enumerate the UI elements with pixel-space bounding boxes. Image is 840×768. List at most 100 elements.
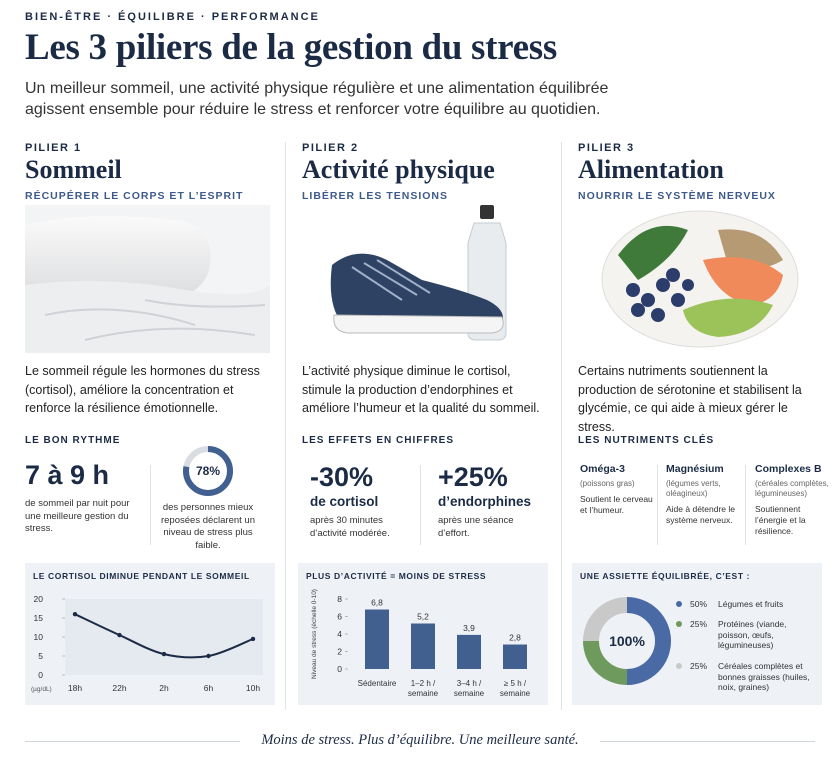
nutrient-source: (poissons gras) xyxy=(580,479,635,488)
sole xyxy=(333,314,504,334)
stat-note: après une séance d’effort. xyxy=(438,515,514,539)
stat-label: d’endorphines xyxy=(438,494,532,509)
nutrient-text: Aide à détendre le système nerveux. xyxy=(666,504,735,525)
bottle-cap xyxy=(480,205,494,219)
pillar-text: Le sommeil régule les hormones du stress… xyxy=(25,364,260,415)
footer-rule xyxy=(600,741,815,742)
chart-title: PLUS D’ACTIVITÉ = MOINS DE STRESS xyxy=(306,571,486,581)
y-tick-label: 5 xyxy=(38,651,43,661)
point xyxy=(72,612,78,617)
pie-chart-box: UNE ASSIETTE ÉQUILIBRÉE, C’EST : 100% 50% L… xyxy=(572,563,822,705)
plot-area xyxy=(65,599,263,675)
divider xyxy=(420,465,421,545)
nutrient: Oméga-3 (poissons gras) Soutient le cerv… xyxy=(580,463,656,516)
pillar-tagline: NOURRIR LE SYSTÈME NERVEUX xyxy=(578,190,776,202)
pillar-label: PILIER 3 xyxy=(578,142,635,154)
slice xyxy=(583,640,628,685)
bar xyxy=(411,623,435,669)
nutrient-name: Oméga-3 xyxy=(580,463,625,475)
point xyxy=(161,651,167,657)
laces xyxy=(351,259,431,301)
slice xyxy=(626,597,671,685)
divider xyxy=(745,465,746,545)
y-tick-label: 20 xyxy=(34,594,44,604)
bar xyxy=(503,644,527,669)
ring-value xyxy=(183,446,233,496)
footer: Moins de stress. Plus d’équilibre. Une m… xyxy=(261,732,579,748)
point xyxy=(206,653,211,659)
ring-text: des personnes mieux reposées déclarent u… xyxy=(160,502,255,551)
line-chart-box: LE CORTISOL DIMINUE PENDANT LE SOMMEIL 0 5… xyxy=(25,563,275,705)
y-tick-label: 2 xyxy=(337,647,342,657)
pillar-label: PILIER 1 xyxy=(25,142,82,154)
legend-swatch xyxy=(676,663,682,669)
x-tick-label: 3–4 h / semaine xyxy=(453,679,485,698)
x-tick-label: 10h xyxy=(246,683,260,693)
stat-label: de cortisol xyxy=(310,494,379,509)
legend-value: 25% xyxy=(690,661,708,671)
legend-swatch xyxy=(676,601,682,607)
pillar-name: Sommeil xyxy=(25,155,122,184)
ring-label: 78% xyxy=(196,464,220,478)
stat-value: -30% xyxy=(310,462,374,492)
nutrient-source: (légumes verts, oléagineux) xyxy=(666,479,721,498)
sport-illustration xyxy=(330,205,507,341)
chart-title: LE CORTISOL DIMINUE PENDANT LE SOMMEIL xyxy=(33,571,250,581)
greens xyxy=(618,225,688,280)
legend-label: Légumes et fruits xyxy=(718,599,784,609)
pillar-tagline: RÉCUPÉRER LE CORPS ET L’ESPRIT xyxy=(25,190,244,202)
nutrient-text: Soutiennent l’énergie et la résilience. xyxy=(755,504,806,536)
stat-value: +25% xyxy=(438,462,508,492)
pillar-name: Alimentation xyxy=(578,155,724,184)
bowl-illustration xyxy=(601,210,799,348)
pillar-label: PILIER 2 xyxy=(302,142,359,154)
stat-text: de sommeil par nuit pour une meilleure g… xyxy=(25,498,130,534)
legend-value: 50% xyxy=(690,599,708,609)
bed-illustration xyxy=(25,205,270,353)
legend-label: Céréales complètes et bonnes graisses (h… xyxy=(718,661,810,692)
bar-chart-box: PLUS D’ACTIVITÉ = MOINS DE STRESS Niveau … xyxy=(298,563,548,705)
duvet xyxy=(25,281,270,353)
value-label: 6,8 xyxy=(371,598,383,608)
legend-label: Protéines (viande, poisson, œufs, légumi… xyxy=(718,619,787,650)
point xyxy=(117,632,122,638)
nutrient: Complexes B (céréales complètes, légumin… xyxy=(755,463,831,537)
stat-note: après 30 minutes d’activité modérée. xyxy=(310,515,390,539)
slice xyxy=(583,597,628,642)
folds xyxy=(44,299,266,341)
nutrient-source: (céréales complètes, légumineuses) xyxy=(755,479,829,498)
divider xyxy=(657,465,658,545)
section-title: LE BON RYTHME xyxy=(25,435,121,446)
x-tick-label: ≥ 5 h / semaine xyxy=(499,679,531,698)
ring-chart: 78% xyxy=(183,446,233,496)
salmon xyxy=(703,257,783,305)
column-divider xyxy=(561,142,562,710)
shoe xyxy=(330,253,503,323)
y-tick-label: 8 xyxy=(337,594,342,604)
chart-svg: LE CORTISOL DIMINUE PENDANT LE SOMMEIL 0 5… xyxy=(31,571,263,693)
x-tick-label: 22h xyxy=(112,683,126,693)
point xyxy=(250,636,256,642)
blueberries xyxy=(626,268,694,322)
pillar-tagline: LIBÉRER LES TENSIONS xyxy=(302,190,449,202)
x-tick-label: 6h xyxy=(204,683,214,693)
chart-svg: PLUS D’ACTIVITÉ = MOINS DE STRESS Niveau … xyxy=(306,571,527,679)
footer-rule xyxy=(25,741,240,742)
legend-value: 25% xyxy=(690,619,708,629)
legend-swatch xyxy=(676,621,682,627)
bar xyxy=(457,634,481,669)
title: Les 3 piliers de la gestion du stress xyxy=(25,27,557,68)
nutrient-name: Magnésium xyxy=(666,463,724,475)
avocado xyxy=(683,298,773,337)
nutrient-name: Complexes B xyxy=(755,463,822,475)
x-tick-label: 18h xyxy=(68,683,82,693)
subtitle: Un meilleur sommeil, une activité physiq… xyxy=(25,80,609,118)
kicker: BIEN-ÊTRE · ÉQUILIBRE · PERFORMANCE xyxy=(25,11,320,23)
x-tick-label: Sédentaire xyxy=(357,679,397,688)
x-tick-label: 2h xyxy=(159,683,169,693)
section-title: LES EFFETS EN CHIFFRES xyxy=(302,435,455,446)
value-label: 3,9 xyxy=(463,623,475,633)
center-label: 100% xyxy=(609,633,645,649)
pillar-text: L’activité physique diminue le cortisol,… xyxy=(302,364,540,415)
